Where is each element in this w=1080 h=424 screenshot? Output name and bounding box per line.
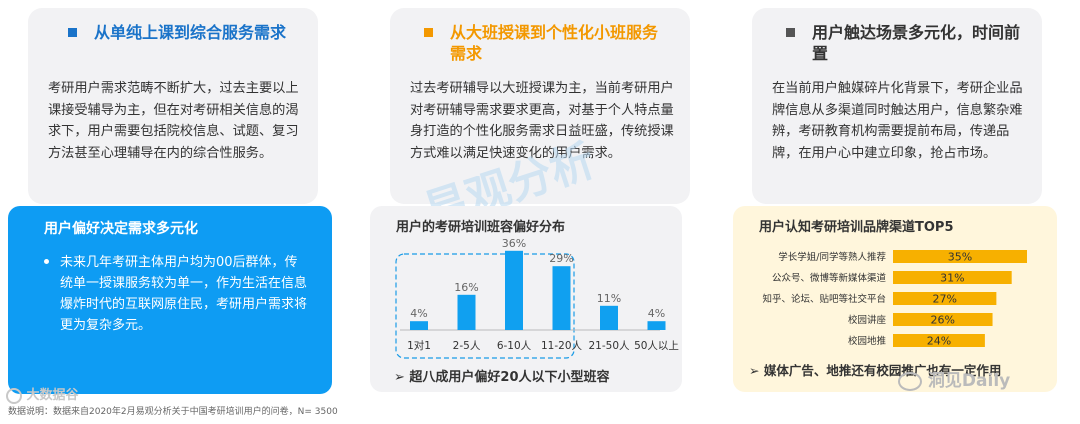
data-label: 31% (940, 272, 964, 285)
data-label: 24% (927, 335, 951, 348)
tick-label: 50人以上 (634, 340, 679, 352)
category-label: 学长学姐/同学等熟人推荐 (778, 251, 886, 263)
chart-title: 用户的考研培训班容偏好分布 (395, 219, 565, 235)
category-label: 知乎、论坛、贴吧等社交平台 (762, 293, 886, 305)
bar-校园地推 (893, 334, 985, 347)
card-body: 在当前用户触媒碎片化背景下，考研企业品牌信息从多渠道同时触达用户，信息繁杂难辨，… (772, 81, 1023, 161)
data-label: 29% (549, 252, 573, 265)
card-small-class-service: 从大班授课到个性化小班服务需求 过去考研辅导以大班授课为主，当前考研用户对考研辅… (390, 8, 690, 204)
tick-label: 1对1 (407, 339, 431, 352)
category-label: 公众号、微博等新媒体渠道 (772, 272, 887, 284)
data-label: 4% (410, 307, 427, 320)
chart-note: ➢ 媒体广告、地推还有校园推广也有一定作用 (749, 363, 1002, 378)
wechat-icon (898, 371, 922, 391)
card-title: 从大班授课到个性化小班服务需求 (450, 23, 659, 63)
bar-学长学姐/同学等熟人推荐 (893, 250, 1027, 263)
bar-21-50人 (600, 305, 618, 330)
panel-bullet-text: 未来几年考研主体用户均为00后群体，传统单一授课服务较为单一，作为生活在信息爆炸… (60, 255, 308, 333)
card-comprehensive-service: 从单纯上课到综合服务需求 考研用户需求范畴不断扩大，过去主要以上课接受辅导为主，… (28, 8, 318, 204)
tick-label: 6-10人 (497, 340, 532, 352)
logo-watermark-left: 大数据谷 (6, 384, 79, 404)
logo-watermark-right: 洞见Daily (898, 366, 1010, 391)
class-size-chart: 用户的考研培训班容偏好分布 4% 1对1 16% 2-5人 36% 6-10人 29% 11-… (395, 219, 679, 359)
data-label: 35% (948, 251, 972, 264)
data-label: 36% (502, 237, 526, 250)
card-title: 从单纯上课到综合服务需求 (94, 23, 287, 42)
bar-1对1 (410, 321, 428, 330)
bar-6-10人 (505, 250, 523, 330)
square-bullet-icon (68, 28, 77, 37)
category-label: 校园讲座 (848, 314, 887, 326)
bar-50人以上 (647, 321, 666, 330)
data-label: 11% (597, 292, 621, 305)
category-label: 校园地推 (848, 335, 887, 347)
panel-brand-channels: 用户认知考研培训品牌渠道TOP5 学长学姐/同学等熟人推荐 35% 公众号、微博等新… (733, 206, 1057, 392)
card-title: 用户触达场景多元化，时间前置 (812, 23, 1021, 63)
card-body: 考研用户需求范畴不断扩大，过去主要以上课接受辅导为主，但在对考研相关信息的渴求下… (48, 81, 299, 161)
logo-circle-icon (6, 387, 22, 404)
footnote: 数据说明：数据来自2020年2月易观分析关于中国考研培训用户的问卷，N= 350… (8, 407, 338, 417)
bullet-dot (44, 259, 49, 264)
square-bullet-icon (786, 28, 795, 37)
tick-label: 11-20人 (541, 340, 583, 352)
tick-label: 21-50人 (588, 340, 630, 352)
panel-title: 用户偏好决定需求多元化 (44, 221, 198, 237)
brand-channel-chart: 用户认知考研培训品牌渠道TOP5 学长学姐/同学等熟人推荐 35% 公众号、微博等新… (758, 219, 1027, 348)
logo-text: 洞见Daily (927, 371, 1011, 391)
logo-text: 大数据谷 (26, 388, 79, 403)
panel-user-preference: 用户偏好决定需求多元化 未来几年考研主体用户均为00后群体，传统单一授课服务较为… (8, 206, 332, 394)
card-body: 过去考研辅导以大班授课为主，当前考研用户对考研辅导需求要求更高，对基于个人特点量… (410, 81, 674, 161)
bar-11-20人 (552, 266, 571, 330)
bar-公众号、微博等新媒体渠道 (893, 271, 1012, 284)
bar-知乎、论坛、贴吧等社交平台 (893, 292, 997, 305)
chart-title: 用户认知考研培训品牌渠道TOP5 (758, 219, 954, 235)
chart-note: ➢ 超八成用户偏好20人以下小型班容 (394, 370, 610, 385)
bar-校园讲座 (893, 313, 993, 326)
data-label: 4% (648, 307, 665, 320)
highlight-box (395, 253, 575, 359)
panel-class-size-chart: 用户的考研培训班容偏好分布 4% 1对1 16% 2-5人 36% 6-10人 29% 11-… (370, 206, 682, 392)
square-bullet-icon (424, 28, 433, 37)
data-label: 27% (932, 293, 956, 306)
data-label: 16% (454, 281, 478, 294)
card-multi-touchpoint: 用户触达场景多元化，时间前置 在当前用户触媒碎片化背景下，考研企业品牌信息从多渠… (752, 8, 1042, 204)
bar-2-5人 (457, 294, 476, 330)
data-label: 26% (931, 314, 955, 327)
tick-label: 2-5人 (453, 340, 481, 352)
